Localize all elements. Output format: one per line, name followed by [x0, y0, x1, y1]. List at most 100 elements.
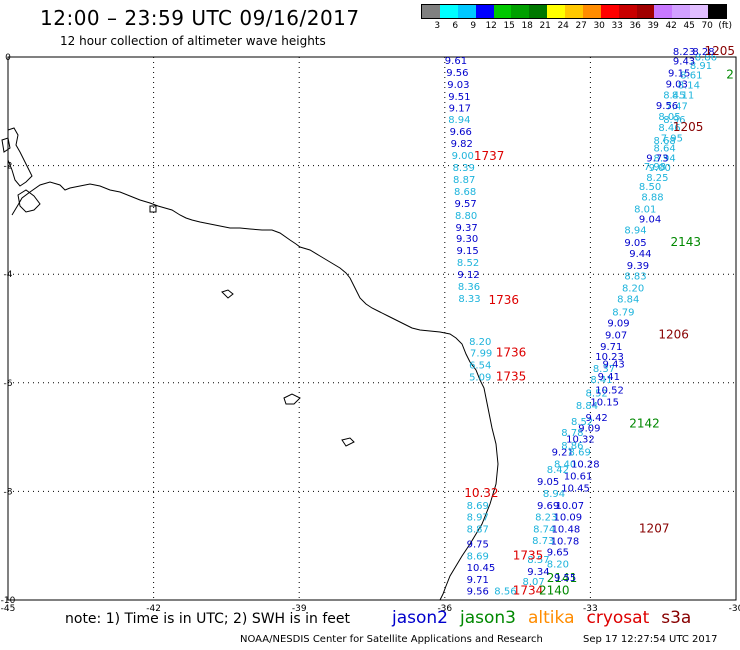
- lon-tick-label: -45: [1, 604, 16, 614]
- wave-height-value: 9.39: [627, 261, 649, 272]
- legend-tick: 12: [485, 21, 497, 31]
- wave-height-value: 8.61: [680, 71, 702, 82]
- legend-swatch: [690, 5, 708, 18]
- legend-tick: 6: [452, 21, 459, 31]
- map-grid: [8, 57, 736, 600]
- wave-height-value: 7.95: [661, 134, 683, 145]
- wave-height-value: 9.66: [450, 127, 472, 138]
- pass-time-label: 1206: [658, 327, 689, 341]
- lat-tick-label: -8: [4, 487, 13, 497]
- wave-height-value: 9.30: [456, 234, 478, 245]
- wave-height-value: 9.17: [449, 103, 471, 114]
- wave-height-value: 8.73: [532, 536, 554, 547]
- wave-height-value: 8.91: [690, 61, 712, 72]
- wave-height-value: 10.23: [595, 352, 624, 363]
- pass-time-label: 1736: [488, 293, 519, 307]
- wave-height-value: 8.50: [639, 182, 661, 193]
- footer-credit: NOAA/NESDIS Center for Satellite Applica…: [240, 634, 543, 645]
- lon-tick-label: -30: [729, 604, 740, 614]
- pass-time-label: 1736: [496, 346, 527, 360]
- wave-height-value: 8.69: [467, 551, 489, 562]
- wave-height-value: 9.00: [649, 163, 671, 174]
- coastline-island-2: [17, 189, 41, 213]
- lon-tick-label: -36: [437, 604, 452, 614]
- wave-height-value: 8.86: [561, 441, 583, 452]
- wave-height-value: 8.80: [455, 211, 477, 222]
- wave-height-value: 8.94: [543, 489, 565, 500]
- wave-height-value: 8.20: [547, 559, 569, 570]
- wave-height-value: 8.64: [653, 143, 675, 154]
- wave-height-value: 9.34: [527, 567, 549, 578]
- wave-height-value: 8.23: [673, 47, 695, 58]
- island-rocas: [283, 393, 301, 405]
- lat-tick-label: -10: [1, 596, 16, 606]
- wave-height-value: 9.71: [600, 342, 622, 353]
- wave-height-value: 9.69: [537, 501, 559, 512]
- wave-height-value: 8.46: [658, 123, 680, 134]
- legend-tick: 42: [665, 21, 677, 31]
- satellite-label-altika: altika: [528, 608, 575, 628]
- legend-tick: 45: [683, 21, 695, 31]
- wave-height-value: 8.94: [624, 225, 646, 236]
- wave-height-value: 9.82: [451, 139, 473, 150]
- satellite-label-jason2: jason2: [392, 608, 448, 628]
- lon-tick-label: -39: [292, 604, 307, 614]
- wave-height-value: 10.09: [554, 513, 583, 524]
- lat-tick-label: -6: [4, 379, 13, 389]
- legend-swatch: [422, 5, 440, 18]
- legend-tick: 24: [557, 21, 569, 31]
- satellite-label-jason3: jason3: [460, 608, 516, 628]
- wave-height-value: 8.68: [653, 136, 675, 147]
- wave-height-value: 10.78: [551, 537, 580, 548]
- wave-height-value: 6.54: [469, 361, 491, 372]
- pass-time-label: 2: [726, 68, 734, 82]
- wave-height-value: 8.88: [641, 192, 663, 203]
- wave-height-value: 8.14: [678, 80, 700, 91]
- legend-swatch: [618, 5, 637, 18]
- wave-height-value: 9.05: [624, 238, 646, 249]
- wave-height-value: 8.84: [617, 294, 639, 305]
- wave-height-value: 8.94: [448, 115, 470, 126]
- coastline-island-1: [7, 127, 33, 187]
- wave-height-value: 8.23: [535, 513, 557, 524]
- legend-swatch: [636, 5, 655, 18]
- wave-height-value: 9.03: [666, 79, 688, 90]
- wave-height-value: 8.68: [454, 187, 476, 198]
- legend-swatch: [654, 5, 673, 18]
- legend-tick: 33: [611, 21, 623, 31]
- legend-swatch: [511, 5, 530, 18]
- island-fernando: [221, 289, 234, 299]
- legend-ticks: 3 6 9 12 15 18 21 24 27 30 33 36 39 42 45 70 (ft): [421, 19, 732, 33]
- wave-height-value: 8.86: [695, 52, 717, 63]
- pass-time-label: 1207: [639, 522, 670, 536]
- page-title: 12:00 – 23:59 UTC 09/16/2017: [40, 6, 360, 30]
- wave-height-value: 8.52: [457, 258, 479, 269]
- wave-height-value: 8.56: [494, 587, 516, 598]
- footer-timestamp: Sep 17 12:27:54 UTC 2017: [583, 634, 718, 645]
- legend-swatch: [493, 5, 512, 18]
- map-axes: -45 -42 -39 -36 -33 -30 0 -2 -4 -6 -8 -10: [1, 53, 740, 614]
- wave-height-value: 8.33: [458, 294, 480, 305]
- wave-height-value: 9.71: [467, 575, 489, 586]
- lat-tick-label: -4: [4, 270, 13, 280]
- pass-time-label: 2142: [629, 416, 660, 430]
- pass-time-label: 1205: [673, 120, 704, 134]
- wave-height-legend: 3 6 9 12 15 18 21 24 27 30 33 36 39 42 45 70 (ft): [421, 4, 732, 33]
- legend-tick: 21: [539, 21, 551, 31]
- legend-swatch: [600, 5, 619, 18]
- legend-swatch: [672, 5, 691, 18]
- coastline-island-3: [1, 137, 11, 153]
- pass-time-label: 2143: [670, 235, 701, 249]
- wave-height-value: 9.57: [455, 199, 477, 210]
- wave-height-value: 9.73: [646, 153, 668, 164]
- legend-tick: 18: [521, 21, 533, 31]
- wave-height-value: 9.55: [554, 573, 576, 584]
- pass-time-label: 1205: [704, 44, 735, 58]
- wave-height-value: 9.56: [446, 68, 468, 79]
- page-subtitle: 12 hour collection of altimeter wave hei…: [60, 34, 326, 48]
- legend-swatch: [565, 5, 583, 18]
- pass-time-label: 1734: [513, 584, 544, 598]
- island-small: [341, 437, 355, 447]
- coastline: [1, 127, 499, 601]
